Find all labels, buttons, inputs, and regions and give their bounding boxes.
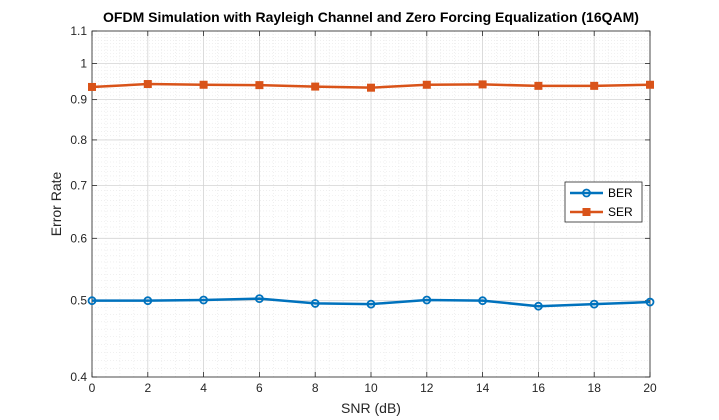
- x-tick-label: 4: [200, 381, 207, 395]
- x-tick-label: 10: [364, 381, 378, 395]
- data-point-ber: [199, 295, 209, 305]
- x-tick-label: 20: [643, 381, 657, 395]
- axes: 0 2 4 6 8 10 12 14 16 18 20 0.4 0.5 0.6 0.7 0.8 0.9 1 1.1: [70, 24, 657, 395]
- y-tick-label: 0.7: [70, 179, 87, 193]
- y-tick-label: 0.5: [70, 294, 87, 308]
- y-tick-label: 0.6: [70, 231, 87, 245]
- data-point-ber: [254, 294, 264, 304]
- y-tick-label: 0.8: [70, 133, 87, 147]
- legend-box: [564, 181, 643, 223]
- y-tick-label: 0.9: [70, 93, 87, 107]
- chart-title: OFDM Simulation with Rayleigh Channel an…: [103, 9, 639, 25]
- data-point-ber: [589, 299, 599, 309]
- y-tick-label: 1: [80, 57, 87, 71]
- data-point-ber: [143, 296, 153, 306]
- x-axis-label: SNR (dB): [341, 400, 401, 416]
- data-point-ser: [311, 82, 320, 91]
- series-layer: [87, 80, 655, 311]
- legend-label-ber: BER: [608, 186, 633, 200]
- data-point-ser: [422, 80, 431, 89]
- data-point-ser: [478, 80, 487, 89]
- series-line-ber: [92, 297, 651, 308]
- x-tick-label: 14: [476, 381, 490, 395]
- data-point-ser: [88, 82, 96, 91]
- data-point-ser: [367, 83, 375, 92]
- data-point-ber: [645, 297, 655, 307]
- data-point-ser: [646, 80, 654, 89]
- data-point-ber: [310, 299, 320, 308]
- y-axis-label: Error Rate: [48, 172, 64, 237]
- x-tick-label: 18: [588, 381, 602, 395]
- x-tick-label: 12: [420, 381, 434, 395]
- data-point-ber: [478, 296, 488, 306]
- data-point-ser: [590, 81, 599, 90]
- data-point-ser: [255, 81, 264, 90]
- grid: [91, 30, 651, 378]
- legend-marker-ser: [582, 208, 591, 216]
- data-point-ser: [534, 81, 543, 90]
- data-point-ber: [534, 301, 543, 311]
- x-tick-label: 0: [89, 381, 96, 395]
- x-tick-label: 6: [256, 381, 263, 395]
- data-point-ber: [422, 295, 432, 305]
- data-point-ser: [143, 80, 152, 89]
- y-tick-label: 0.4: [70, 370, 87, 384]
- data-point-ber: [87, 296, 97, 306]
- y-tick-label: 1.1: [70, 24, 87, 38]
- x-tick-label: 8: [312, 381, 319, 395]
- data-point-ber: [366, 299, 376, 309]
- x-tick-label: 16: [532, 381, 546, 395]
- legend-marker-ber: [582, 188, 591, 198]
- legend-label-ser: SER: [608, 205, 633, 219]
- x-tick-label: 2: [144, 381, 151, 395]
- legend: BER SER: [564, 181, 643, 223]
- data-point-ser: [199, 80, 208, 89]
- axes-box: [91, 30, 651, 378]
